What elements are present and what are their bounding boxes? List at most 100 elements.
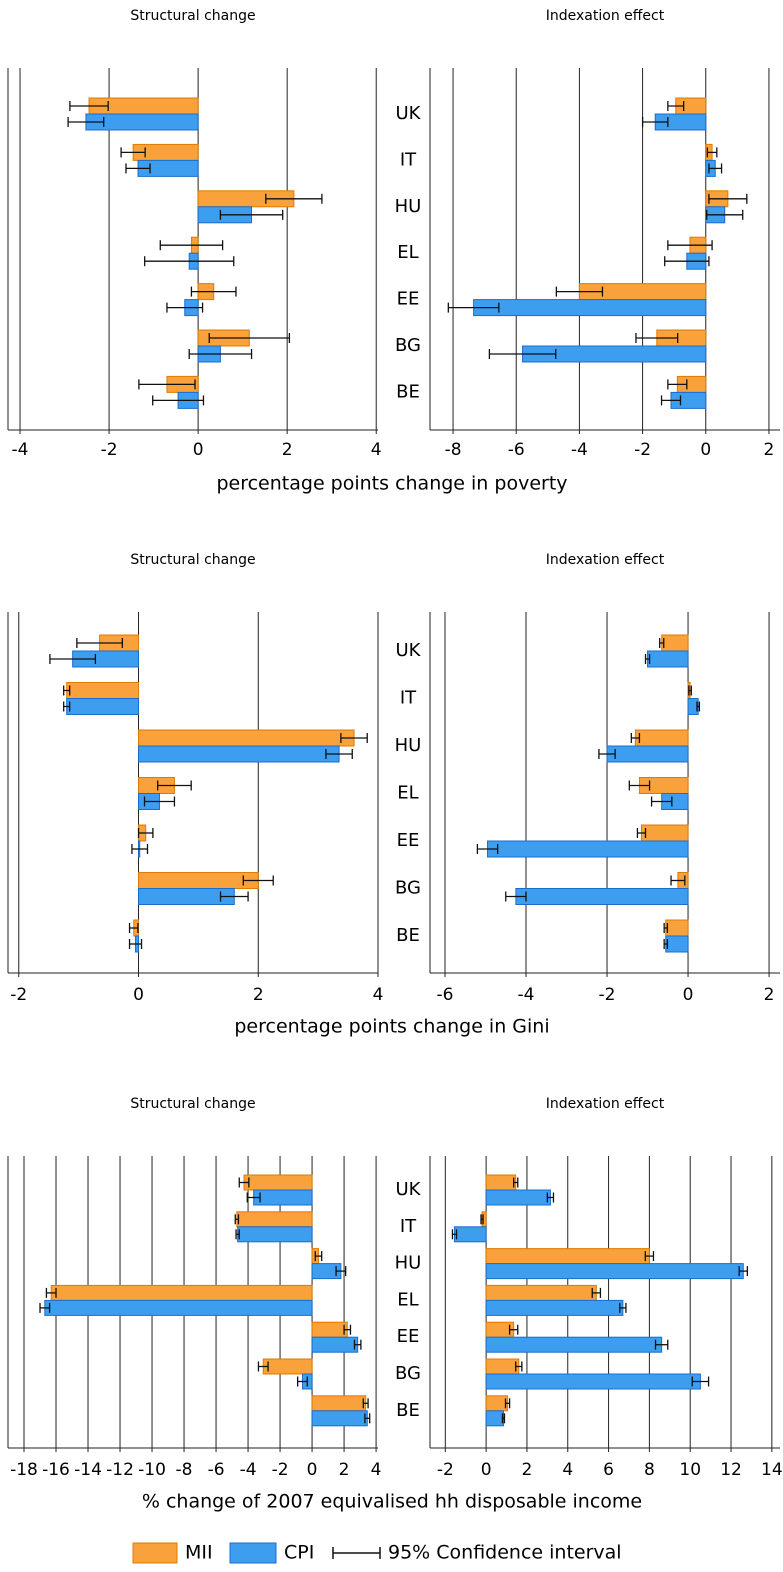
legend-label: CPI xyxy=(284,1542,314,1564)
x-axis-label: percentage points change in poverty xyxy=(216,473,567,495)
bar xyxy=(485,1410,504,1427)
x-tick-label: 0 xyxy=(683,985,694,1005)
x-tick-label: -12 xyxy=(106,1460,134,1480)
x-tick-label: -16 xyxy=(42,1460,70,1480)
bar xyxy=(237,1226,313,1243)
x-tick-label: 12 xyxy=(720,1460,742,1480)
x-tick-label: 6 xyxy=(603,1460,614,1480)
x-tick-label: 0 xyxy=(700,440,711,460)
x-tick-label: 2 xyxy=(764,440,775,460)
bar xyxy=(485,1336,663,1353)
bar xyxy=(138,729,355,747)
x-tick-label: -4 xyxy=(12,440,29,460)
x-tick-label: -2 xyxy=(272,1460,289,1480)
x-tick-label: -10 xyxy=(138,1460,166,1480)
category-label: EL xyxy=(397,1289,418,1310)
bar xyxy=(485,1373,701,1390)
x-tick-label: 2 xyxy=(253,985,264,1005)
bar xyxy=(485,1395,509,1412)
panel-title: Indexation effect xyxy=(546,552,665,568)
category-label: HU xyxy=(395,1253,422,1274)
bar xyxy=(44,1299,313,1316)
x-tick-label: -6 xyxy=(508,440,525,460)
x-tick-label: 14 xyxy=(761,1460,783,1480)
panel-title: Indexation effect xyxy=(546,8,665,24)
x-tick-label: 8 xyxy=(644,1460,655,1480)
category-label: BG xyxy=(395,335,421,356)
category-label: IT xyxy=(400,688,417,709)
x-tick-label: 2 xyxy=(764,985,775,1005)
x-tick-label: 0 xyxy=(307,1460,318,1480)
category-label: BG xyxy=(395,1363,421,1384)
x-tick-label: 0 xyxy=(193,440,204,460)
x-tick-label: -8 xyxy=(445,440,462,460)
x-axis-label: % change of 2007 equivalised hh disposab… xyxy=(142,1491,642,1513)
x-tick-label: -18 xyxy=(10,1460,38,1480)
x-tick-label: -2 xyxy=(101,440,118,460)
category-label: BE xyxy=(396,925,420,946)
category-label: BG xyxy=(395,878,421,899)
bar xyxy=(66,682,140,699)
x-tick-label: -4 xyxy=(571,440,588,460)
category-label: IT xyxy=(400,149,417,170)
x-tick-label: -14 xyxy=(74,1460,102,1480)
legend-label: 95% Confidence interval xyxy=(388,1542,622,1564)
x-tick-label: 2 xyxy=(282,440,293,460)
category-label: EE xyxy=(397,830,420,851)
legend-swatch xyxy=(132,1542,178,1564)
x-tick-label: 2 xyxy=(339,1460,350,1480)
bar xyxy=(138,872,259,889)
bar xyxy=(453,1226,487,1243)
x-tick-label: 4 xyxy=(371,1460,382,1480)
bar xyxy=(487,840,689,858)
x-tick-label: 0 xyxy=(481,1460,492,1480)
bar xyxy=(485,1284,597,1301)
legend-swatch xyxy=(229,1542,277,1564)
x-tick-label: -2 xyxy=(599,985,616,1005)
category-label: HU xyxy=(395,196,422,217)
bar xyxy=(485,1189,551,1206)
category-label: UK xyxy=(396,640,422,661)
bar xyxy=(473,299,707,317)
x-tick-label: -4 xyxy=(518,985,535,1005)
bar xyxy=(50,1284,313,1301)
bar xyxy=(311,1410,368,1427)
bar xyxy=(485,1263,744,1280)
legend-label: MII xyxy=(185,1542,213,1564)
bar xyxy=(243,1174,313,1191)
x-tick-label: -2 xyxy=(10,985,27,1005)
bar xyxy=(311,1336,359,1353)
bar xyxy=(236,1211,313,1228)
bar xyxy=(665,935,689,953)
x-tick-label: -2 xyxy=(634,440,651,460)
bar xyxy=(647,650,689,668)
bar xyxy=(311,1321,348,1338)
category-label: BE xyxy=(396,1400,420,1421)
panel-title: Structural change xyxy=(130,552,255,568)
category-label: BE xyxy=(396,381,420,402)
bar xyxy=(661,634,689,652)
bar xyxy=(485,1174,517,1191)
bar xyxy=(634,729,689,747)
category-label: EL xyxy=(397,242,418,263)
bar xyxy=(253,1189,313,1206)
x-tick-label: 2 xyxy=(522,1460,533,1480)
x-tick-label: 4 xyxy=(562,1460,573,1480)
panel-title: Structural change xyxy=(130,1096,255,1112)
x-tick-label: -2 xyxy=(437,1460,454,1480)
x-axis-label: percentage points change in Gini xyxy=(234,1016,549,1038)
x-tick-label: -6 xyxy=(437,985,454,1005)
x-tick-label: 0 xyxy=(133,985,144,1005)
bar xyxy=(606,745,689,763)
category-label: IT xyxy=(400,1216,417,1237)
bar xyxy=(665,919,689,937)
category-label: HU xyxy=(395,735,422,756)
category-label: EL xyxy=(397,783,418,804)
x-tick-label: -4 xyxy=(240,1460,257,1480)
bar xyxy=(311,1395,367,1412)
bar xyxy=(485,1358,520,1375)
bar xyxy=(138,745,340,763)
x-tick-label: 4 xyxy=(371,440,382,460)
category-label: EE xyxy=(397,1326,420,1347)
